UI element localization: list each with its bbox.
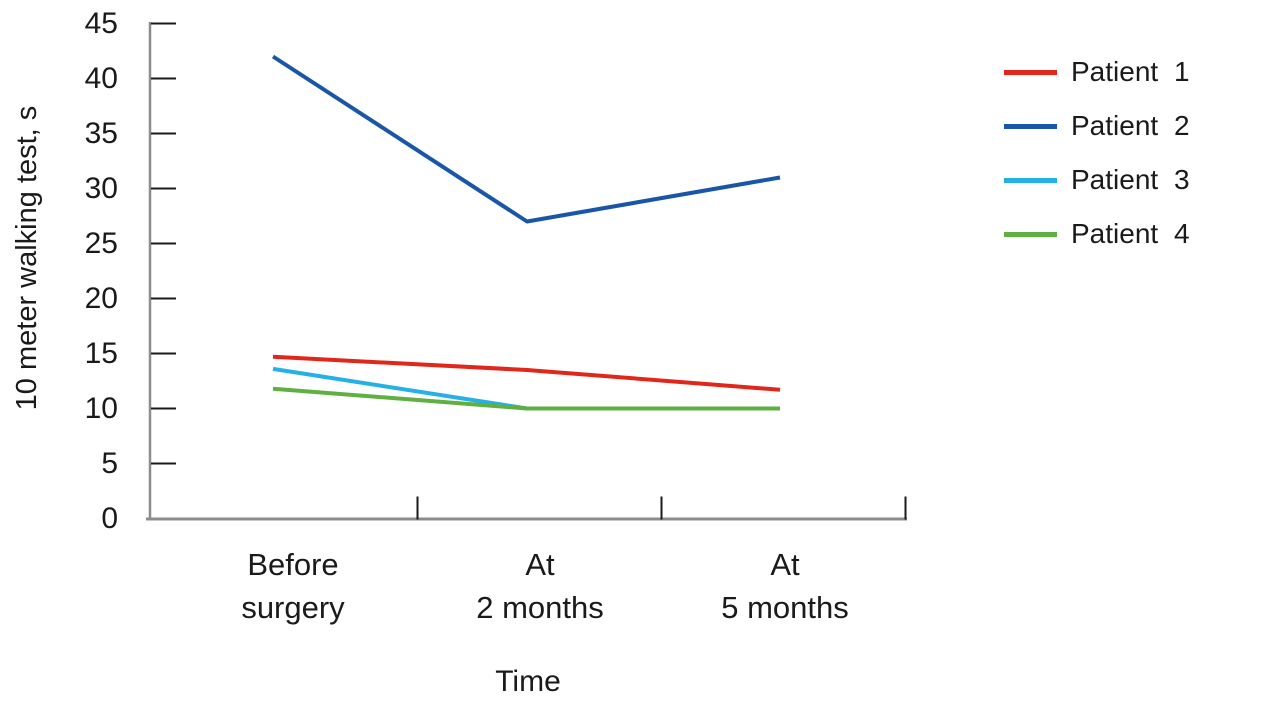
- y-tick-label: 45: [84, 6, 118, 40]
- y-tick-label: 25: [84, 226, 118, 260]
- y-tick-label: 15: [84, 336, 118, 370]
- y-tick-label: 10: [84, 391, 118, 425]
- series-line-patient-3: [272, 366, 780, 411]
- legend-swatch: [1004, 123, 1057, 129]
- y-tick-label: 0: [101, 501, 118, 535]
- legend-row: Patient 3: [1004, 153, 1190, 207]
- series-line-patient-2: [271, 54, 781, 224]
- legend-swatch: [1004, 177, 1057, 183]
- legend-label: Patient 3: [1071, 164, 1190, 195]
- y-tick-label: 30: [84, 171, 118, 205]
- legend-swatch: [1004, 231, 1057, 237]
- series-line-patient-4: [272, 386, 780, 411]
- legend-label: Patient 2: [1071, 110, 1190, 141]
- y-tick-label: 20: [84, 281, 118, 315]
- y-tick-label: 5: [101, 446, 118, 480]
- legend-row: Patient 1: [1004, 45, 1190, 99]
- legend-swatch: [1004, 69, 1057, 75]
- x-axis-title: Time: [495, 665, 561, 698]
- legend-row: Patient 4: [1004, 207, 1190, 261]
- y-tick-label: 40: [84, 61, 118, 95]
- x-category-label: At 2 months: [476, 547, 604, 625]
- series-line-patient-1: [272, 354, 781, 392]
- y-tick-label: 35: [84, 116, 118, 150]
- legend-label: Patient 4: [1071, 218, 1190, 249]
- legend-row: Patient 2: [1004, 99, 1190, 153]
- x-category-label: At 5 months: [721, 547, 849, 625]
- legend: Patient 1 Patient 2 Patient 3 Patient 4: [1004, 45, 1190, 261]
- legend-label: Patient 1: [1071, 56, 1190, 87]
- x-category-label: Before surgery: [241, 547, 345, 625]
